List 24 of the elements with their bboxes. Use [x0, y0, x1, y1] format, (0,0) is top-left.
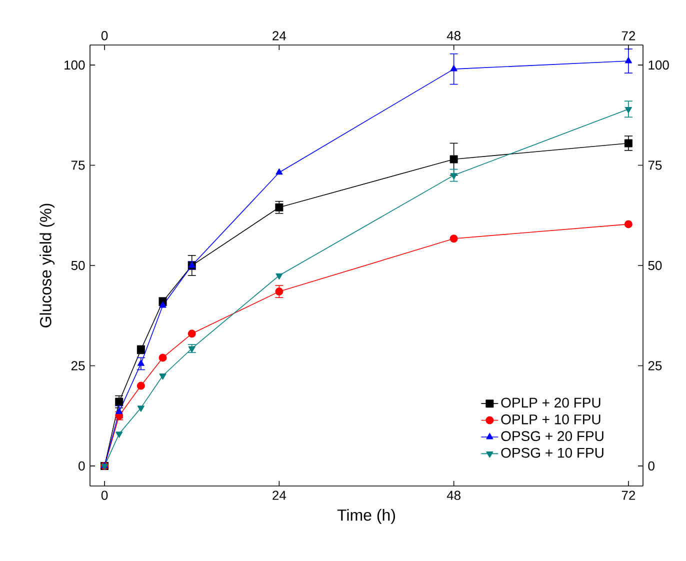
x-tick-label: 24: [272, 490, 286, 500]
legend-label: OPSG + 20 FPU: [501, 431, 604, 442]
x-axis-title: Time (h): [337, 509, 395, 524]
y2-tick-label: 0: [648, 461, 654, 471]
x-tick-label: 72: [622, 490, 636, 500]
y-tick-label: 25: [71, 361, 85, 370]
y-tick-label: 50: [71, 260, 85, 270]
x2-tick-label: 0: [101, 31, 108, 40]
x2-tick-label: 48: [446, 31, 460, 40]
y-axis-title: Glucose yield (%): [40, 204, 55, 328]
y-tick-label: 100: [64, 60, 85, 70]
y2-tick-label: 25: [648, 361, 662, 370]
y2-tick-label: 75: [648, 160, 662, 170]
y-tick-label: 0: [78, 461, 85, 471]
legend-label: OPLP + 10 FPU: [501, 414, 600, 424]
legend-label: OPLP + 20 FPU: [501, 398, 600, 408]
y2-tick-label: 100: [648, 60, 669, 70]
legend-label: OPSG + 10 FPU: [501, 448, 604, 458]
x2-tick-label: 72: [622, 31, 636, 40]
x2-tick-label: 24: [272, 31, 286, 40]
y-tick-label: 75: [71, 160, 85, 170]
x-tick-label: 48: [446, 490, 460, 500]
y2-tick-label: 50: [648, 260, 662, 270]
x-tick-label: 0: [101, 490, 108, 500]
